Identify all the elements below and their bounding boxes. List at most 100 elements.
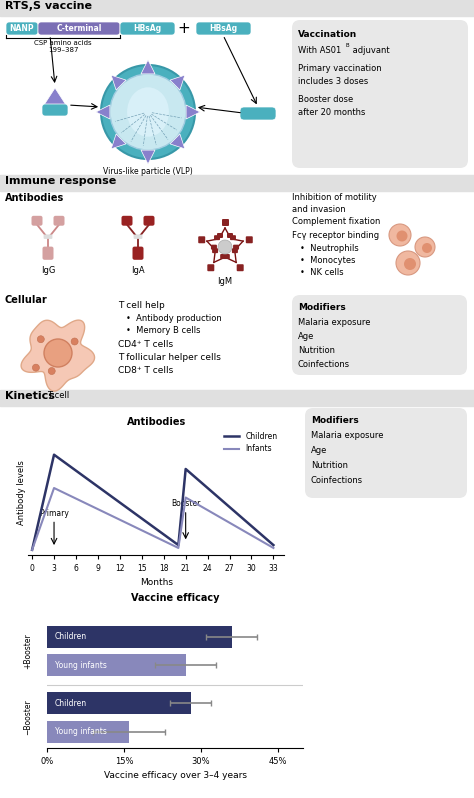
Bar — [0, 0, 474, 16]
Circle shape — [71, 338, 78, 345]
Text: Modifiers: Modifiers — [298, 303, 346, 312]
FancyBboxPatch shape — [134, 235, 142, 239]
Polygon shape — [141, 150, 155, 164]
FancyBboxPatch shape — [233, 245, 239, 250]
Text: IgM: IgM — [218, 277, 233, 286]
Text: Primary: Primary — [39, 508, 69, 518]
Circle shape — [37, 336, 44, 342]
Text: Kinetics: Kinetics — [5, 391, 55, 401]
Text: T cell: T cell — [47, 391, 69, 400]
Text: Coinfections: Coinfections — [298, 360, 350, 369]
Text: IgA: IgA — [131, 266, 145, 275]
Text: Malaria exposure: Malaria exposure — [311, 431, 383, 440]
Text: IgG: IgG — [41, 266, 55, 275]
Text: +: + — [178, 21, 191, 36]
Circle shape — [396, 251, 420, 275]
FancyBboxPatch shape — [230, 235, 236, 240]
Polygon shape — [44, 88, 66, 105]
Ellipse shape — [44, 339, 72, 367]
Text: Age: Age — [298, 332, 314, 341]
Bar — [0, 390, 474, 406]
Polygon shape — [170, 134, 185, 149]
Text: HBsAg: HBsAg — [133, 24, 161, 33]
Text: 199–387: 199–387 — [48, 47, 78, 53]
Bar — [47, 692, 191, 714]
Polygon shape — [111, 75, 126, 90]
FancyBboxPatch shape — [43, 247, 54, 260]
Text: Coinfections: Coinfections — [311, 476, 363, 485]
Text: −Booster: −Booster — [23, 700, 32, 736]
FancyBboxPatch shape — [144, 215, 155, 226]
FancyBboxPatch shape — [44, 235, 53, 239]
Circle shape — [32, 364, 39, 371]
FancyBboxPatch shape — [214, 235, 220, 240]
Y-axis label: Antibody levels: Antibody levels — [17, 460, 26, 525]
Text: T follicular helper cells: T follicular helper cells — [118, 353, 221, 362]
Circle shape — [422, 243, 432, 253]
Text: HBsAg: HBsAg — [209, 24, 237, 33]
Text: Immune response: Immune response — [5, 176, 116, 186]
Text: Nutrition: Nutrition — [298, 346, 335, 355]
Bar — [47, 654, 186, 677]
Polygon shape — [96, 105, 110, 119]
FancyBboxPatch shape — [246, 236, 253, 243]
Polygon shape — [170, 75, 185, 90]
Circle shape — [218, 240, 232, 254]
Circle shape — [415, 237, 435, 257]
FancyBboxPatch shape — [198, 236, 205, 243]
Text: Booster: Booster — [171, 499, 201, 508]
Polygon shape — [141, 60, 155, 74]
FancyBboxPatch shape — [222, 219, 229, 226]
FancyBboxPatch shape — [237, 264, 244, 271]
Text: Children: Children — [55, 632, 87, 641]
FancyBboxPatch shape — [240, 107, 276, 120]
Text: •  Memory B cells: • Memory B cells — [126, 326, 201, 335]
Text: +Booster: +Booster — [23, 633, 32, 669]
FancyBboxPatch shape — [212, 248, 218, 253]
Title: Vaccine efficacy: Vaccine efficacy — [131, 593, 219, 603]
Text: Young infants: Young infants — [55, 661, 107, 670]
Text: CD8⁺ T cells: CD8⁺ T cells — [118, 366, 173, 375]
FancyBboxPatch shape — [6, 22, 38, 35]
FancyBboxPatch shape — [224, 254, 230, 259]
Polygon shape — [186, 105, 200, 119]
Legend: Children, Infants: Children, Infants — [221, 429, 281, 456]
Text: NANP: NANP — [9, 24, 34, 33]
FancyBboxPatch shape — [292, 295, 467, 375]
FancyBboxPatch shape — [227, 233, 233, 238]
Ellipse shape — [127, 87, 169, 136]
FancyBboxPatch shape — [38, 22, 120, 35]
Text: Cellular: Cellular — [5, 295, 48, 305]
Circle shape — [48, 368, 55, 374]
Text: •  Antibody production: • Antibody production — [126, 314, 222, 323]
Circle shape — [101, 65, 195, 159]
Text: •  NK cells: • NK cells — [300, 268, 344, 277]
Text: Children: Children — [55, 699, 87, 708]
Circle shape — [389, 224, 411, 246]
Text: Fcγ receptor binding: Fcγ receptor binding — [292, 231, 379, 240]
Text: Complement fixation: Complement fixation — [292, 217, 380, 226]
Text: Virus-like particle (VLP): Virus-like particle (VLP) — [103, 167, 193, 176]
Text: •  Neutrophils: • Neutrophils — [300, 244, 359, 253]
FancyBboxPatch shape — [54, 215, 64, 226]
FancyBboxPatch shape — [305, 408, 467, 498]
Bar — [0, 175, 474, 191]
FancyBboxPatch shape — [133, 247, 144, 260]
Text: Age: Age — [311, 446, 328, 455]
Polygon shape — [21, 320, 94, 391]
FancyBboxPatch shape — [42, 104, 68, 116]
Text: With AS01: With AS01 — [298, 46, 341, 55]
X-axis label: Vaccine efficacy over 3–4 years: Vaccine efficacy over 3–4 years — [104, 772, 247, 780]
Text: Nutrition: Nutrition — [311, 461, 348, 470]
Text: Young infants: Young infants — [55, 727, 107, 737]
X-axis label: Months: Months — [140, 579, 173, 587]
Text: Primary vaccination
includes 3 doses: Primary vaccination includes 3 doses — [298, 64, 382, 86]
FancyBboxPatch shape — [220, 254, 226, 259]
FancyBboxPatch shape — [196, 22, 251, 35]
Text: CSP amino acids: CSP amino acids — [34, 40, 92, 46]
Text: adjuvant: adjuvant — [350, 46, 390, 55]
Text: Malaria exposure: Malaria exposure — [298, 318, 371, 327]
Title: Antibodies: Antibodies — [127, 417, 186, 428]
Text: Antibodies: Antibodies — [5, 193, 64, 203]
Text: Modifiers: Modifiers — [311, 416, 359, 425]
